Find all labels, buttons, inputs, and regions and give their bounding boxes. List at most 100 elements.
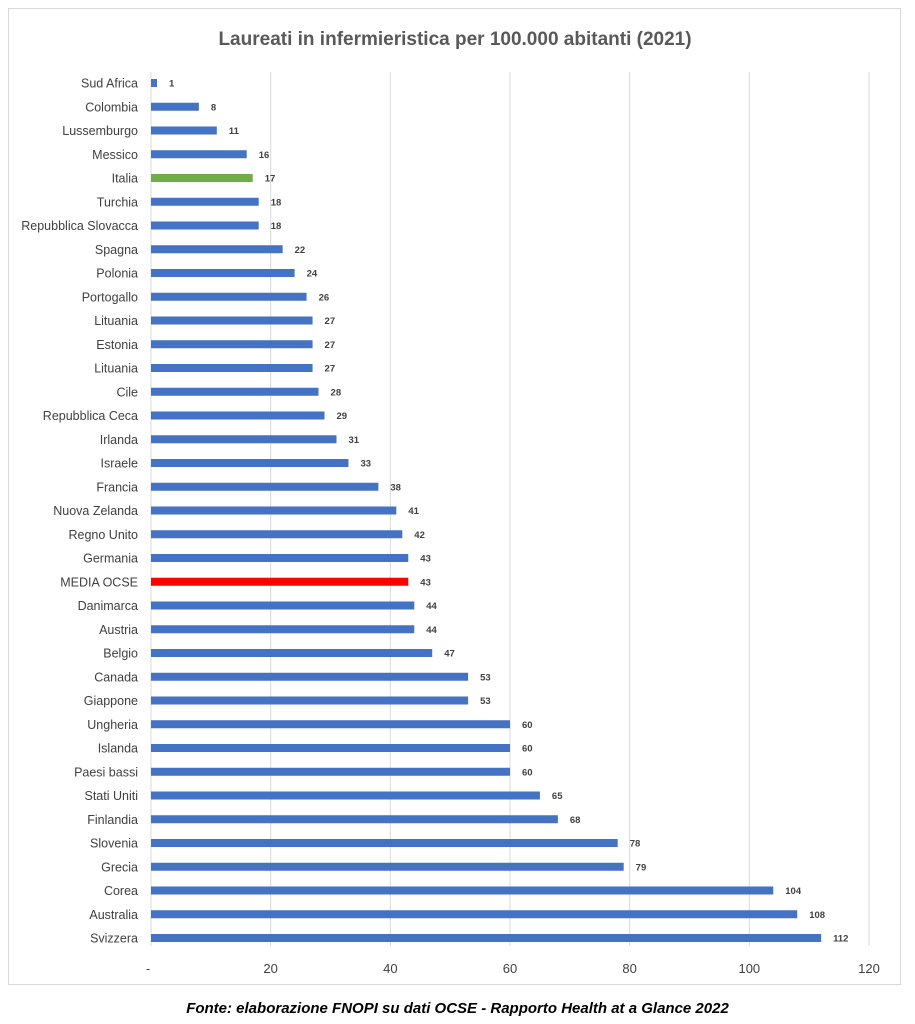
bar [151,79,157,87]
category-label: Austria [99,623,138,637]
bar [151,245,283,254]
data-label: 8 [211,102,216,113]
x-tick-label: 80 [622,961,636,976]
category-label: Francia [96,480,138,494]
source-note: Fonte: elaborazione FNOPI su dati OCSE -… [186,1000,729,1017]
data-label: 1 [169,79,175,90]
category-label: Israele [100,457,138,471]
bar [151,387,319,396]
x-tick-label: 60 [503,961,517,976]
category-label: Germania [83,552,138,566]
bar [151,126,217,135]
category-label: Canada [94,670,138,684]
data-label: 27 [325,316,336,327]
bar [151,934,822,942]
category-label: Cile [116,385,138,399]
data-label: 27 [325,340,336,351]
bar [151,839,618,847]
bar [151,411,325,420]
data-label: 22 [295,245,306,256]
data-label: 18 [271,197,282,208]
bar [151,292,307,301]
data-label: 68 [570,815,581,826]
data-label: 60 [522,767,533,778]
category-label: Finlandia [87,813,138,827]
data-label: 41 [408,506,419,517]
bar [151,767,510,776]
category-label: Irlanda [100,433,138,447]
data-label: 53 [480,696,491,707]
data-label: 42 [414,530,425,541]
data-label: 17 [265,174,276,185]
bar [151,364,313,372]
data-label: 65 [552,791,563,802]
bar [151,672,469,681]
bar [151,150,247,159]
category-label: Grecia [101,860,138,874]
bar [151,577,409,586]
category-label: Giappone [84,694,138,708]
data-label: 108 [809,910,825,921]
category-label: Messico [92,148,138,162]
data-label: 53 [480,672,491,683]
bar [151,459,349,467]
bar-chart: Laureati in infermieristica per 100.000 … [21,29,880,976]
bar [151,625,415,634]
category-label: Slovenia [90,837,138,851]
data-label: 29 [337,411,348,422]
category-label: Stati Uniti [85,789,139,803]
category-label: Islanda [98,742,138,756]
data-label: 43 [420,554,431,565]
bar [151,174,253,182]
bar [151,862,624,871]
bar [151,696,469,705]
bar [151,269,295,277]
bar [151,720,510,729]
bar [151,506,397,515]
data-label: 31 [348,435,359,446]
category-label: Corea [104,884,138,898]
category-label: Danimarca [78,599,138,613]
category-label: Repubblica Ceca [43,409,138,423]
data-label: 43 [420,577,431,588]
data-label: 44 [426,601,437,612]
chart-title: Laureati in infermieristica per 100.000 … [218,29,691,50]
data-label: 60 [522,720,533,731]
x-tick-label: - [146,961,150,976]
bar [151,744,510,752]
data-label: 24 [307,269,318,280]
category-label: Paesi bassi [74,765,138,779]
category-label: MEDIA OCSE [60,575,138,589]
bar [151,791,540,800]
data-label: 47 [444,649,455,660]
category-label: Regno Unito [69,528,139,542]
category-label: Lituania [94,314,138,328]
bar [151,316,313,325]
category-label: Colombia [85,100,138,114]
category-label: Lituania [94,362,138,376]
bar [151,910,798,919]
data-label: 33 [360,459,371,470]
category-label: Belgio [103,647,138,661]
bar [151,554,409,562]
data-label: 28 [331,387,342,398]
data-label: 78 [630,839,641,850]
category-label: Italia [112,172,138,186]
bar [151,601,415,610]
bar [151,530,403,539]
bar [151,221,259,230]
category-label: Estonia [96,338,138,352]
category-label: Australia [89,908,138,922]
bar [151,815,558,824]
x-tick-label: 20 [263,961,277,976]
data-label: 27 [325,364,336,375]
category-label: Svizzera [90,932,138,946]
data-label: 104 [785,886,802,897]
bar [151,102,199,111]
x-tick-label: 100 [738,961,760,976]
category-label: Portogallo [82,290,138,304]
data-label: 26 [319,292,330,303]
data-label: 60 [522,744,533,755]
category-label: Repubblica Slovacca [21,219,138,233]
data-label: 112 [833,934,848,945]
